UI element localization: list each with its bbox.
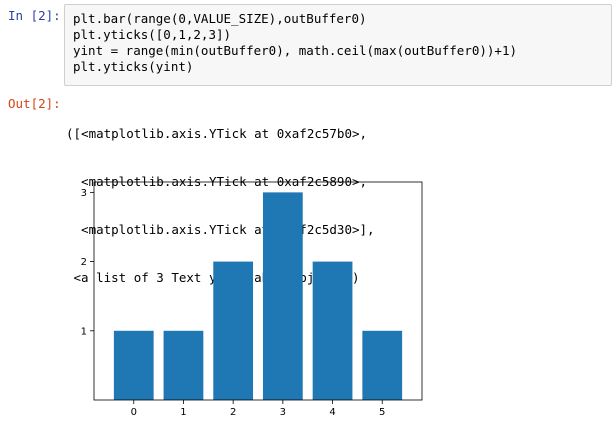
code-input-area[interactable]: plt.bar(range(0,VALUE_SIZE),outBuffer0) … bbox=[64, 4, 612, 86]
output-prompt: Out[2]: bbox=[8, 96, 61, 111]
bar bbox=[362, 330, 403, 400]
bar-chart-svg: 1 2 3 0 1 2 3 4 5 bbox=[81, 181, 423, 418]
output-line: ([<matplotlib.axis.YTick at 0xaf2c57b0>, bbox=[66, 126, 368, 141]
bar bbox=[213, 261, 254, 400]
code-line[interactable]: plt.bar(range(0,VALUE_SIZE),outBuffer0) bbox=[73, 11, 367, 26]
code-line[interactable]: plt.yticks([0,1,2,3]) bbox=[73, 27, 232, 42]
y-tick-label: 3 bbox=[81, 188, 87, 199]
bar bbox=[163, 330, 204, 400]
bar bbox=[113, 330, 154, 400]
x-tick-label: 5 bbox=[379, 407, 385, 418]
code-line[interactable]: yint = range(min(outBuffer0), math.ceil(… bbox=[73, 43, 518, 58]
x-tick-label: 4 bbox=[329, 407, 335, 418]
y-tick-label: 2 bbox=[81, 257, 87, 268]
output-line: <matplotlib.axis.YTick at 0xaf2c5890>, bbox=[66, 174, 368, 189]
input-prompt: In [2]: bbox=[8, 8, 61, 23]
y-tick-label: 1 bbox=[81, 326, 87, 337]
code-line[interactable]: plt.yticks(yint) bbox=[73, 59, 194, 74]
x-tick-label: 0 bbox=[131, 407, 137, 418]
x-tick-label: 1 bbox=[180, 407, 186, 418]
x-tick-label: 2 bbox=[230, 407, 236, 418]
plot-frame bbox=[93, 181, 423, 401]
x-tick-label: 3 bbox=[280, 407, 286, 418]
bar bbox=[312, 261, 353, 400]
bar-chart: 1 2 3 0 1 2 3 4 5 bbox=[62, 172, 442, 420]
bar bbox=[262, 192, 303, 400]
